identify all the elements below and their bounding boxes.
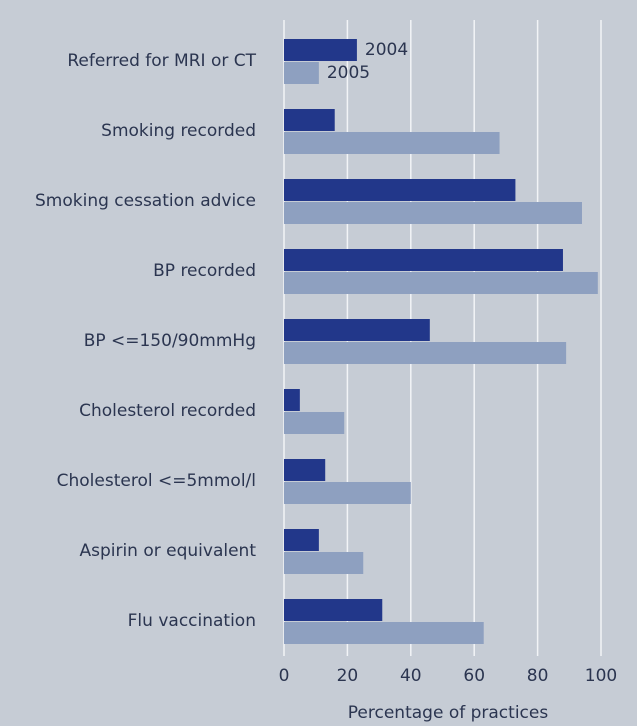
bar <box>284 272 598 294</box>
bar <box>284 179 516 201</box>
bar <box>284 342 567 364</box>
bar <box>284 39 357 61</box>
bar <box>284 249 563 271</box>
bar <box>284 389 300 411</box>
y-tick-label: Cholesterol <=5mmol/l <box>57 471 256 491</box>
bar <box>284 132 500 154</box>
bar <box>284 599 383 621</box>
x-tick-label: 60 <box>463 666 485 686</box>
bar <box>284 622 484 644</box>
y-tick-label: Referred for MRI or CT <box>67 51 256 71</box>
bar <box>284 552 364 574</box>
y-tick-label: BP recorded <box>153 261 256 281</box>
x-tick-label: 40 <box>400 666 422 686</box>
y-tick-label: Aspirin or equivalent <box>79 541 256 561</box>
x-axis-label: Percentage of practices <box>348 703 549 723</box>
bar <box>284 62 319 84</box>
legend-label: 2004 <box>365 40 408 60</box>
x-tick-label: 0 <box>279 666 290 686</box>
bar <box>284 412 345 434</box>
y-tick-label: Flu vaccination <box>128 611 256 631</box>
bar <box>284 319 430 341</box>
bar <box>284 109 335 131</box>
x-tick-label: 100 <box>585 666 617 686</box>
bar <box>284 202 582 224</box>
y-tick-label: Smoking recorded <box>101 121 256 141</box>
legend-label: 2005 <box>327 63 370 83</box>
x-tick-label: 20 <box>337 666 359 686</box>
bar <box>284 482 411 504</box>
y-tick-label: Cholesterol recorded <box>79 401 256 421</box>
y-tick-label: BP <=150/90mmHg <box>84 331 256 351</box>
bar <box>284 459 326 481</box>
bar <box>284 529 319 551</box>
x-tick-label: 80 <box>527 666 549 686</box>
y-tick-label: Smoking cessation advice <box>35 191 256 211</box>
